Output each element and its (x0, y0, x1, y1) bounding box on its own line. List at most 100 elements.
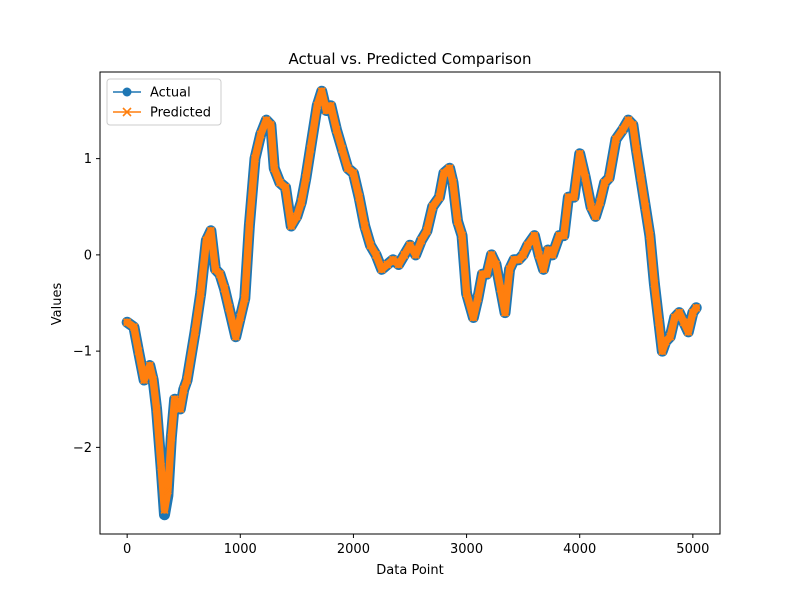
data-point-predicted (317, 87, 326, 96)
data-point-predicted (292, 212, 301, 221)
data-point-predicted (692, 303, 701, 312)
data-point-predicted (140, 375, 149, 385)
data-point-predicted (240, 294, 249, 303)
plot-frame (99, 71, 721, 535)
data-point-predicted (190, 327, 200, 336)
y-tick-label: 1 (84, 152, 92, 167)
data-point-predicted (287, 221, 296, 231)
data-point-predicted (530, 231, 539, 240)
data-point-predicted (129, 322, 139, 332)
data-point-predicted (482, 270, 491, 279)
data-point-predicted (196, 289, 205, 298)
data-point-predicted (134, 347, 143, 356)
data-point-predicted (256, 130, 265, 139)
data-point-predicted (684, 327, 693, 336)
data-point-predicted (215, 270, 224, 279)
data-point-predicted (160, 505, 169, 515)
data-point-predicted (281, 183, 290, 192)
x-tick-label: 5000 (676, 542, 709, 557)
data-point-predicted (355, 193, 364, 202)
legend-box (106, 78, 222, 126)
data-point-predicted (539, 265, 548, 274)
data-point-predicted (618, 125, 627, 134)
data-point-predicted (453, 217, 462, 226)
data-point-predicted (487, 250, 496, 259)
data-point-predicted (245, 221, 254, 231)
data-point-predicted (170, 395, 179, 404)
x-tick-label: 4000 (563, 542, 596, 557)
data-point-predicted (650, 279, 659, 288)
data-point-predicted (654, 318, 663, 327)
data-point-predicted (636, 173, 645, 182)
data-point-predicted (405, 241, 415, 250)
data-point-predicted (666, 332, 675, 341)
data-point-predicted (266, 120, 275, 130)
data-point-predicted (236, 313, 245, 322)
legend-label: Predicted (150, 106, 211, 121)
legend-item-predicted: Predicted (113, 106, 211, 121)
data-point-predicted (250, 154, 260, 163)
data-point-predicted (349, 168, 358, 178)
data-point-predicted (519, 250, 528, 259)
legend-circle-marker-icon (122, 87, 132, 97)
data-point-predicted (688, 308, 697, 317)
data-point-predicted (496, 284, 505, 293)
data-point-predicted (366, 241, 375, 250)
data-point-predicted (157, 462, 166, 471)
data-point-predicted (167, 433, 176, 442)
legend-x-marker-icon (122, 107, 132, 117)
data-point-predicted (548, 250, 557, 259)
data-point-predicted (462, 289, 471, 298)
data-point-predicted (297, 197, 306, 207)
x-tick-label: 3000 (450, 542, 483, 557)
data-point-predicted (202, 236, 211, 245)
series-predicted (123, 87, 701, 515)
legend-item-actual: Actual (113, 86, 191, 101)
data-point-predicted (149, 375, 158, 385)
data-point-predicted (123, 318, 132, 327)
data-point-predicted (591, 212, 600, 221)
data-point-predicted (394, 260, 403, 269)
x-axis: 0 1000 2000 3000 4000 5000 (123, 534, 709, 557)
data-point-predicted (224, 303, 234, 312)
data-point-predicted (411, 250, 420, 259)
data-point-predicted (632, 144, 641, 154)
plot-data-group (121, 85, 702, 521)
data-point-predicted (301, 173, 310, 182)
data-point-predicted (581, 173, 590, 182)
data-point-predicted (417, 236, 426, 245)
legend-label: Actual (150, 86, 191, 101)
y-tick-label: 0 (84, 248, 92, 263)
data-point-predicted (448, 178, 458, 187)
data-point-predicted (500, 308, 510, 317)
data-point-predicted (605, 173, 614, 182)
data-point-predicted (183, 375, 192, 385)
data-point-predicted (306, 144, 315, 154)
data-point-predicted (575, 149, 584, 158)
y-tick-label: −2 (73, 441, 92, 456)
data-point-predicted (152, 404, 161, 413)
data-point-predicted (179, 385, 188, 394)
legend: Actual Predicted (106, 78, 222, 126)
data-point-predicted (641, 202, 650, 211)
data-point-predicted (400, 250, 409, 259)
data-point-predicted (611, 135, 620, 144)
data-point-predicted (428, 202, 437, 211)
data-point-predicted (445, 164, 454, 173)
y-tick-label: −1 (73, 345, 92, 360)
data-point-predicted (457, 231, 467, 240)
y-axis: −2 −1 0 1 (73, 152, 100, 456)
data-point-predicted (505, 265, 514, 274)
x-tick-label: 1000 (224, 542, 257, 557)
data-point-predicted (338, 144, 347, 154)
data-point-predicted (206, 226, 215, 235)
data-point-predicted (163, 486, 172, 495)
data-point-predicted (473, 294, 482, 303)
data-point-predicted (559, 231, 568, 240)
data-point-predicted (360, 221, 369, 231)
chart-title: Actual vs. Predicted Comparison (289, 50, 532, 68)
data-point-predicted (645, 231, 654, 240)
data-point-predicted (422, 226, 432, 235)
data-point-predicted (569, 193, 579, 202)
data-point-predicted (534, 250, 544, 259)
